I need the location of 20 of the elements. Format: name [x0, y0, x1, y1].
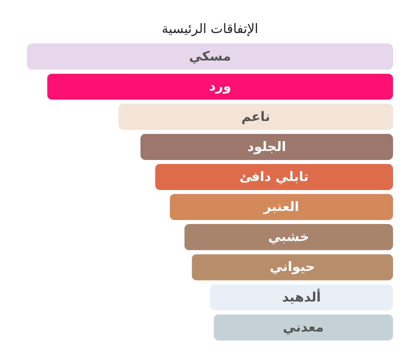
bar: [118, 104, 393, 130]
bar: [192, 254, 393, 280]
y-tick-label: ناعم: [241, 110, 270, 125]
bar: [47, 74, 393, 100]
chart-title: الإتفاقات الرئيسية: [162, 22, 258, 37]
y-tick-label: تابلي دافئ: [239, 170, 309, 185]
y-tick-label: ورد: [208, 80, 232, 95]
y-tick-label: العنبر: [262, 200, 300, 216]
bar: [184, 224, 393, 250]
y-tick-label: خشبي: [268, 230, 310, 246]
y-tick-label: مسكي: [189, 50, 231, 65]
y-tick-label: معدني: [282, 320, 324, 336]
y-tick-label: حيواني: [270, 260, 316, 276]
bar: [170, 194, 393, 220]
y-tick-label: ألدهيد: [282, 288, 321, 306]
bar: [155, 164, 393, 190]
bar: [140, 134, 393, 160]
bar: [27, 44, 393, 70]
y-tick-label: الجلود: [247, 140, 286, 155]
bar: [214, 314, 393, 340]
